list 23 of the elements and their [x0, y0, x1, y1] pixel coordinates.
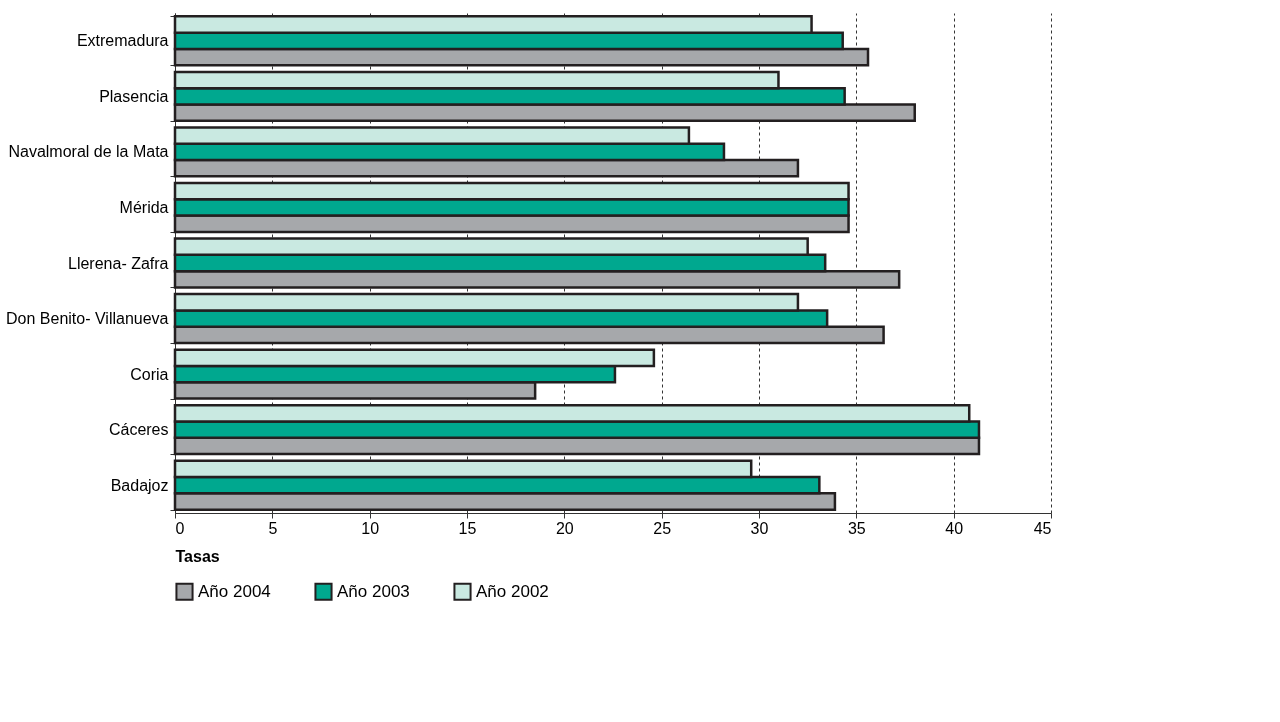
x-axis-title: Tasas	[175, 547, 220, 565]
x-tick-label: 35	[847, 519, 866, 537]
y-tick-label: Navalmoral de la Mata	[8, 143, 169, 161]
y-tick-label: Llerena- Zafra	[68, 254, 169, 272]
legend-label: Año 2002	[476, 581, 549, 601]
legend-label: Año 2003	[337, 581, 410, 601]
x-tick-label: 0	[175, 519, 185, 537]
x-tick-label: 25	[653, 519, 672, 537]
y-tick-label: Mérida	[119, 198, 169, 216]
x-tick-label: 30	[750, 519, 769, 537]
y-tick-label: Don Benito- Villanueva	[6, 310, 169, 328]
x-tick-label: 45	[1033, 519, 1052, 537]
y-tick-label: Cáceres	[108, 421, 169, 439]
y-tick-label: Plasencia	[99, 87, 169, 105]
x-tick-label: 5	[268, 519, 278, 537]
y-tick-label: Extremadura	[76, 32, 169, 50]
y-tick-label: Coria	[130, 365, 169, 383]
x-tick-label: 15	[458, 519, 477, 537]
y-tick-label: Badajoz	[110, 476, 169, 494]
x-tick-label: 40	[945, 519, 964, 537]
legend-label: Año 2004	[198, 581, 271, 601]
x-tick-label: 10	[361, 519, 380, 537]
x-tick-label: 20	[555, 519, 574, 537]
